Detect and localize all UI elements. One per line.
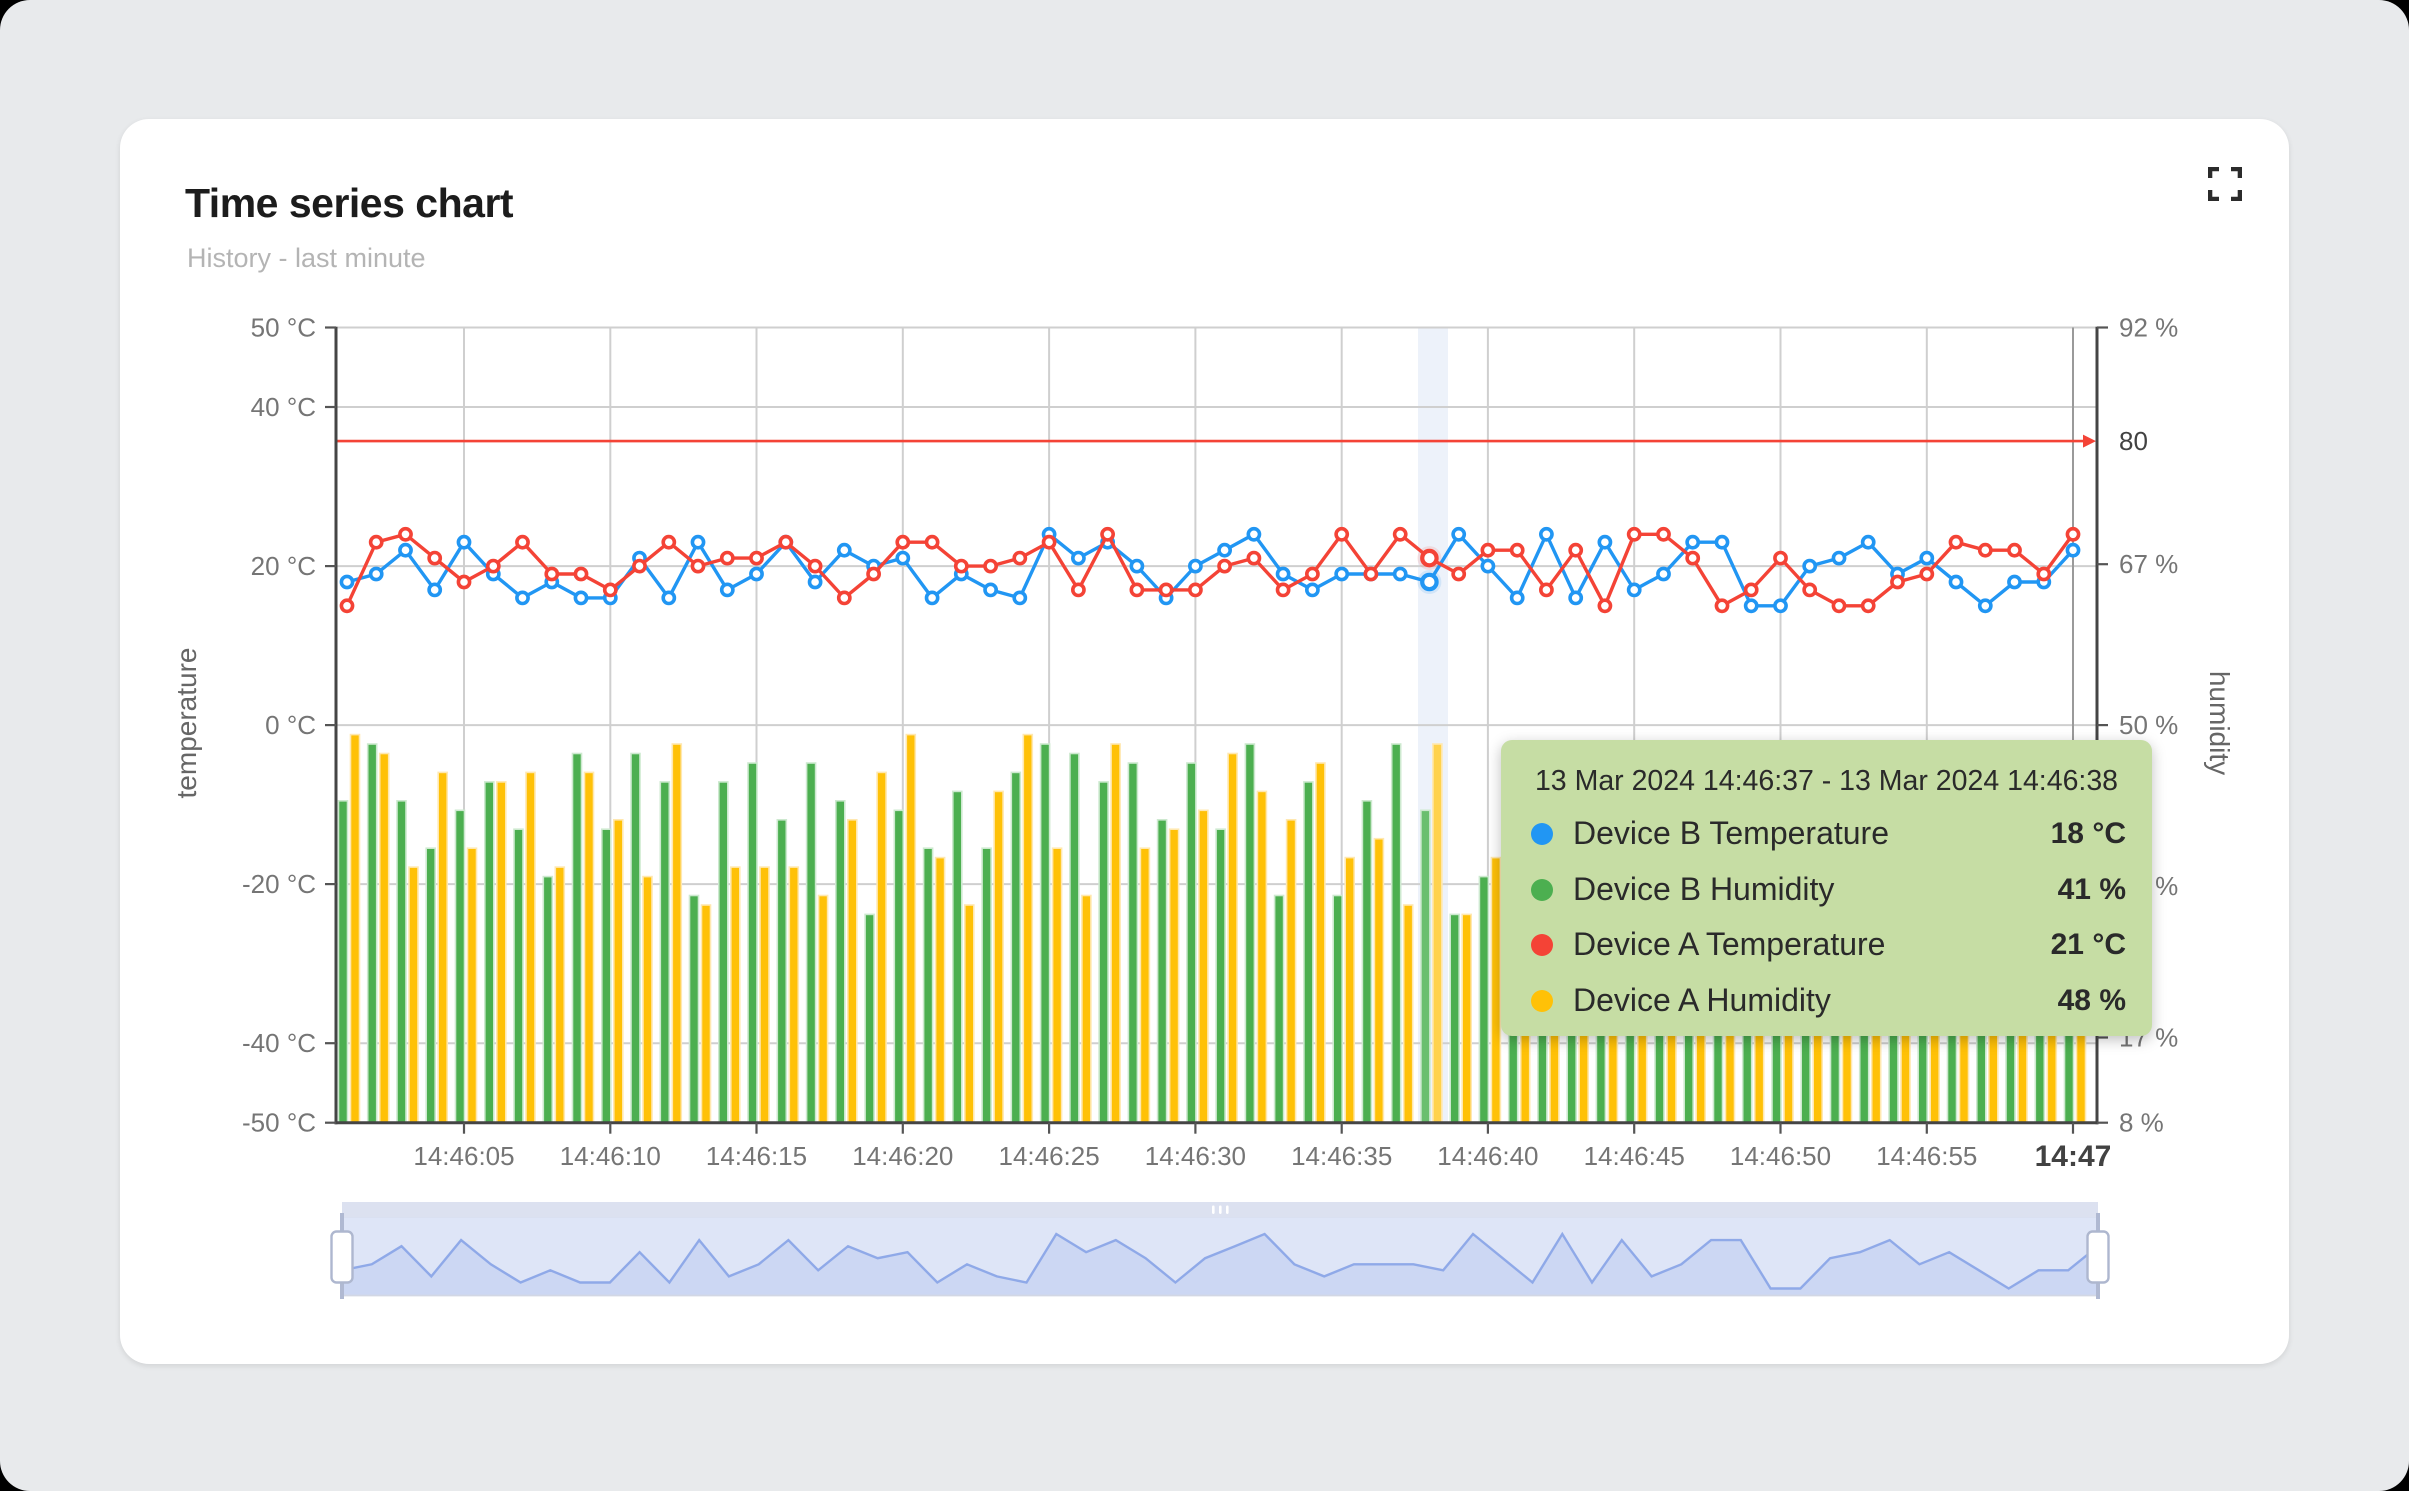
svg-text:14:46:05: 14:46:05 bbox=[413, 1141, 514, 1171]
svg-text:14:46:40: 14:46:40 bbox=[1437, 1141, 1538, 1171]
svg-text:20 °C: 20 °C bbox=[251, 551, 316, 581]
svg-text:14:46:15: 14:46:15 bbox=[706, 1141, 807, 1171]
svg-text:14:46:20: 14:46:20 bbox=[852, 1141, 953, 1171]
svg-text:-20 °C: -20 °C bbox=[242, 869, 316, 899]
svg-text:92 %: 92 % bbox=[2119, 313, 2178, 343]
svg-text:14:46:25: 14:46:25 bbox=[998, 1141, 1099, 1171]
svg-text:50 °C: 50 °C bbox=[251, 313, 316, 343]
svg-text:-40 °C: -40 °C bbox=[242, 1028, 316, 1058]
svg-text:14:47: 14:47 bbox=[2035, 1140, 2112, 1173]
svg-text:14:46:30: 14:46:30 bbox=[1145, 1141, 1246, 1171]
svg-text:80: 80 bbox=[2119, 426, 2148, 456]
svg-text:8 %: 8 % bbox=[2119, 1108, 2164, 1138]
svg-text:50 %: 50 % bbox=[2119, 710, 2178, 740]
svg-text:14:46:35: 14:46:35 bbox=[1291, 1141, 1392, 1171]
svg-text:-50 °C: -50 °C bbox=[242, 1108, 316, 1138]
svg-text:humidity: humidity bbox=[2204, 671, 2235, 775]
svg-text:temperature: temperature bbox=[171, 648, 202, 799]
svg-text:40 °C: 40 °C bbox=[251, 392, 316, 422]
svg-text:14:46:55: 14:46:55 bbox=[1876, 1141, 1977, 1171]
svg-text:0 °C: 0 °C bbox=[265, 710, 316, 740]
svg-text:14:46:45: 14:46:45 bbox=[1584, 1141, 1685, 1171]
svg-text:14:46:50: 14:46:50 bbox=[1730, 1141, 1831, 1171]
svg-text:67 %: 67 % bbox=[2119, 549, 2178, 579]
svg-text:14:46:10: 14:46:10 bbox=[560, 1141, 661, 1171]
